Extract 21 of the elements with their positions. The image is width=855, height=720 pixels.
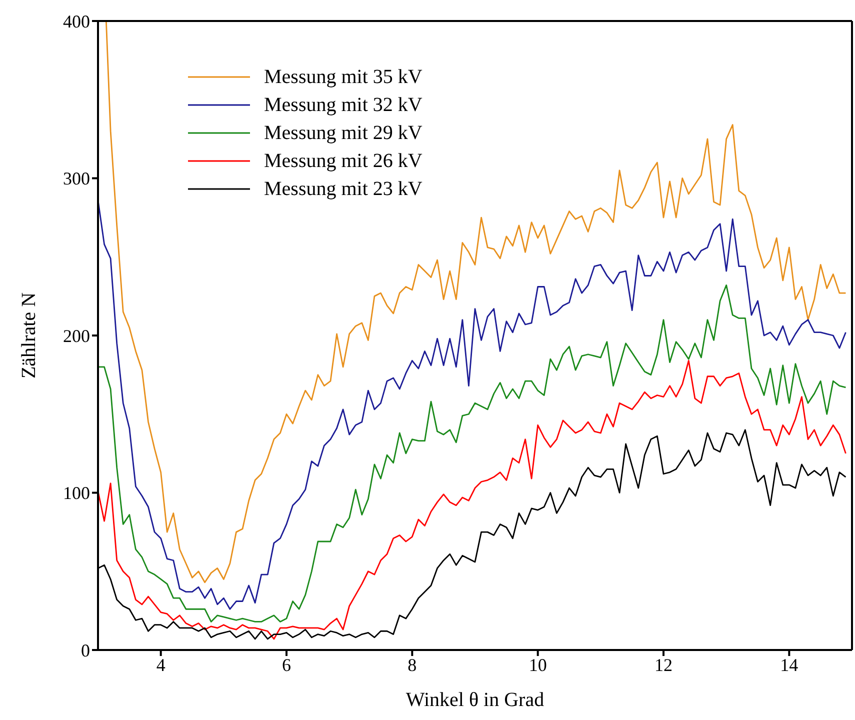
legend-label: Messung mit 35 kV [264,66,422,88]
y-tick-label: 300 [63,168,90,189]
y-tick-label: 100 [63,483,90,504]
line-series [98,360,846,640]
x-tick-label: 4 [156,654,166,675]
y-tick-label: 200 [63,326,90,346]
line-series [105,21,846,584]
x-tick-label: 8 [408,654,417,675]
legend-label: Messung mit 32 kV [264,94,422,116]
x-tick-label: 6 [282,654,291,675]
y-axis-title: Zählrate N [18,292,40,379]
y-tick-label: 0 [81,640,90,660]
line-series [98,284,846,622]
x-tick-label: 12 [654,654,672,675]
x-tick-label: 10 [528,654,547,675]
legend-label: Messung mit 26 kV [264,150,422,172]
x-tick-label: 14 [780,654,798,675]
y-tick-label: 400 [63,11,90,32]
x-axis-title: Winkel θ in Grad [406,689,544,711]
legend-label: Messung mit 29 kV [264,122,422,144]
legend-label: Messung mit 23 kV [264,178,422,200]
